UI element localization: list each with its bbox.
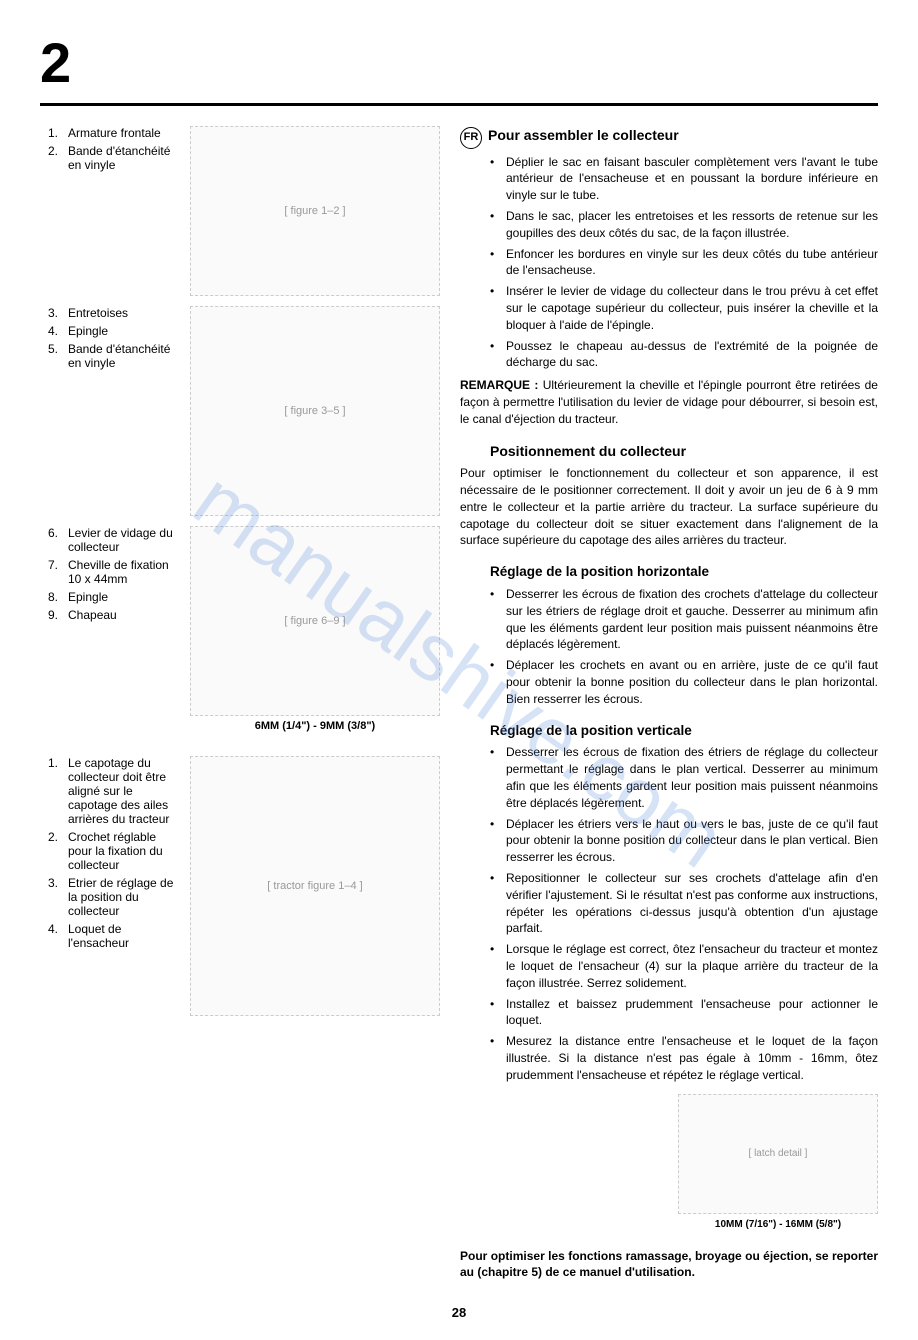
- page-number: 28: [40, 1305, 878, 1320]
- legend-text: Epingle: [68, 324, 180, 338]
- list-item: Desserrer les écrous de fixation des cro…: [490, 586, 878, 653]
- footer-note: Pour optimiser les fonctions ramassage, …: [460, 1248, 878, 1282]
- figure-latch-detail: [ latch detail ]: [678, 1094, 878, 1214]
- list-item: Insérer le levier de vidage du collecteu…: [490, 283, 878, 333]
- legend-text: Entretoises: [68, 306, 180, 320]
- section-3-title: Réglage de la position horizontale: [490, 563, 878, 582]
- list-item: Déplacer les étriers vers le haut ou ver…: [490, 816, 878, 866]
- legend-text: Armature frontale: [68, 126, 180, 140]
- legend-text: Cheville de fixation 10 x 44mm: [68, 558, 180, 586]
- legend-group-1: 1. Armature frontale 2. Bande d'étanchéité…: [40, 126, 180, 176]
- legend-num: 1.: [40, 756, 58, 826]
- figure-1: [ figure 1–2 ]: [190, 126, 440, 296]
- remark-paragraph: REMARQUE : Ultérieurement la cheville et…: [460, 377, 878, 427]
- legend-text: Bande d'étanchéité en vinyle: [68, 144, 180, 172]
- legend-num: 2.: [40, 144, 58, 172]
- legend-text: Epingle: [68, 590, 180, 604]
- remark-label: REMARQUE :: [460, 378, 538, 392]
- list-item: Poussez le chapeau au-dessus de l'extrém…: [490, 338, 878, 372]
- legend-num: 3.: [40, 876, 58, 918]
- section-3-list: Desserrer les écrous de fixation des cro…: [460, 586, 878, 708]
- list-item: Installez et baissez prudemment l'ensach…: [490, 996, 878, 1030]
- legend-text: Crochet réglable pour la fixation du col…: [68, 830, 180, 872]
- list-item: Repositionner le collecteur sur ses croc…: [490, 870, 878, 937]
- list-item: Déplier le sac en faisant basculer compl…: [490, 154, 878, 204]
- list-item: Déplacer les crochets en avant ou en arr…: [490, 657, 878, 707]
- section-2-paragraph: Pour optimiser le fonctionnement du coll…: [460, 465, 878, 549]
- gap-label-2: 10MM (7/16") - 16MM (5/8"): [678, 1218, 878, 1232]
- section-1-list: Déplier le sac en faisant basculer compl…: [460, 154, 878, 372]
- figure-2: [ figure 3–5 ]: [190, 306, 440, 516]
- legend-group-2: 3. Entretoises 4. Epingle 5. Bande d'étanch…: [40, 306, 180, 374]
- list-item: Dans le sac, placer les entretoises et l…: [490, 208, 878, 242]
- legend-num: 8.: [40, 590, 58, 604]
- legend-num: 9.: [40, 608, 58, 622]
- list-item: Mesurez la distance entre l'ensacheuse e…: [490, 1033, 878, 1083]
- left-column: 1. Armature frontale 2. Bande d'étanchéité…: [40, 126, 440, 1281]
- legend-text: Chapeau: [68, 608, 180, 622]
- section-1-title: Pour assembler le collecteur: [488, 126, 679, 146]
- header-divider: [40, 103, 878, 106]
- section-2-title: Positionnement du collecteur: [490, 442, 878, 462]
- legend-num: 5.: [40, 342, 58, 370]
- legend-num: 4.: [40, 922, 58, 950]
- list-item: Lorsque le réglage est correct, ôtez l'e…: [490, 941, 878, 991]
- language-badge: FR: [460, 127, 482, 149]
- legend-num: 3.: [40, 306, 58, 320]
- legend-text: Levier de vidage du collecteur: [68, 526, 180, 554]
- legend-text: Etrier de réglage de la position du coll…: [68, 876, 180, 918]
- legend-num: 2.: [40, 830, 58, 872]
- list-item: Enfoncer les bordures en vinyle sur les …: [490, 246, 878, 280]
- section-4-list: Desserrer les écrous de fixation des étr…: [460, 744, 878, 1083]
- figure-3: [ figure 6–9 ]: [190, 526, 440, 716]
- legend-num: 7.: [40, 558, 58, 586]
- legend-num: 4.: [40, 324, 58, 338]
- list-item: Desserrer les écrous de fixation des étr…: [490, 744, 878, 811]
- legend-num: 6.: [40, 526, 58, 554]
- right-column: FR Pour assembler le collecteur Déplier …: [460, 126, 878, 1281]
- legend-group-4: 1.Le capotage du collecteur doit être al…: [40, 756, 180, 954]
- section-4-title: Réglage de la position verticale: [490, 722, 878, 741]
- chapter-number: 2: [40, 30, 878, 95]
- legend-num: 1.: [40, 126, 58, 140]
- figure-4: [ tractor figure 1–4 ]: [190, 756, 440, 1016]
- legend-group-3: 6. Levier de vidage du collecteur 7. Chevi…: [40, 526, 180, 626]
- legend-text: Le capotage du collecteur doit être alig…: [68, 756, 180, 826]
- gap-label-1: 6MM (1/4") - 9MM (3/8"): [190, 720, 440, 732]
- legend-text: Loquet de l'ensacheur: [68, 922, 180, 950]
- legend-text: Bande d'étanchéité en vinyle: [68, 342, 180, 370]
